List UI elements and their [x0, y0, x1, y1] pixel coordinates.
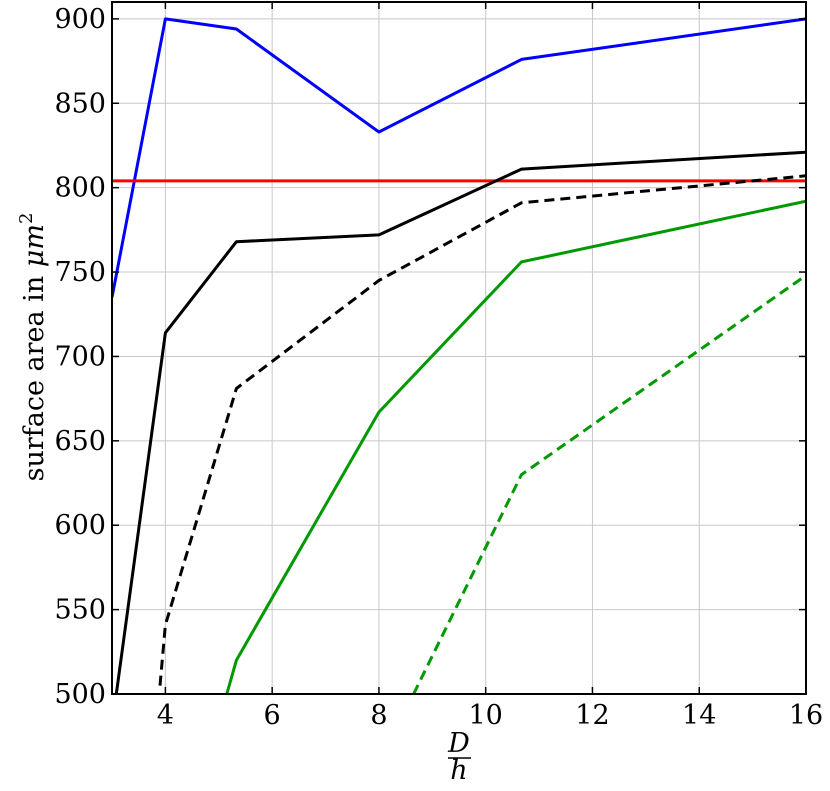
x-tick-label: 8 — [370, 700, 387, 731]
y-axis-label-unit: μm — [19, 224, 50, 267]
x-tick-label: 10 — [469, 700, 503, 731]
x-tick-label: 12 — [575, 700, 609, 731]
x-tick-label: 4 — [157, 700, 174, 731]
y-tick-label: 650 — [54, 426, 106, 457]
series-lines — [112, 17, 806, 694]
series-line-4 — [158, 174, 806, 686]
axis-ticks: 4 6 8 10 12 14 16 500 550 600 650 700 750 800 850 900 — [54, 2, 823, 731]
x-tick-label: 6 — [264, 700, 281, 731]
y-tick-label: 600 — [54, 510, 106, 541]
y-axis-label-text: surface area in — [19, 267, 50, 481]
y-tick-label: 500 — [54, 679, 106, 710]
y-tick-label: 700 — [54, 341, 106, 372]
series-line-1 — [112, 17, 806, 298]
x-tick-label: 16 — [789, 700, 823, 731]
y-tick-label: 800 — [54, 173, 106, 204]
y-tick-label: 900 — [54, 4, 106, 35]
y-tick-label: 750 — [54, 257, 106, 288]
plot-frame — [111, 1, 807, 695]
series-line-5 — [225, 199, 806, 694]
series-line-6 — [412, 274, 806, 694]
y-tick-label: 850 — [54, 88, 106, 119]
x-tick-label: 14 — [682, 700, 716, 731]
y-tick-label: 550 — [54, 595, 106, 626]
x-axis-label-denominator: h — [450, 755, 467, 786]
x-axis-label: D h — [447, 728, 471, 786]
x-axis-label-numerator: D — [447, 728, 470, 759]
y-axis-label: surface area in μm2 — [16, 213, 50, 482]
series-line-3 — [114, 150, 806, 694]
y-axis-label-unit-exponent: 2 — [16, 213, 37, 224]
